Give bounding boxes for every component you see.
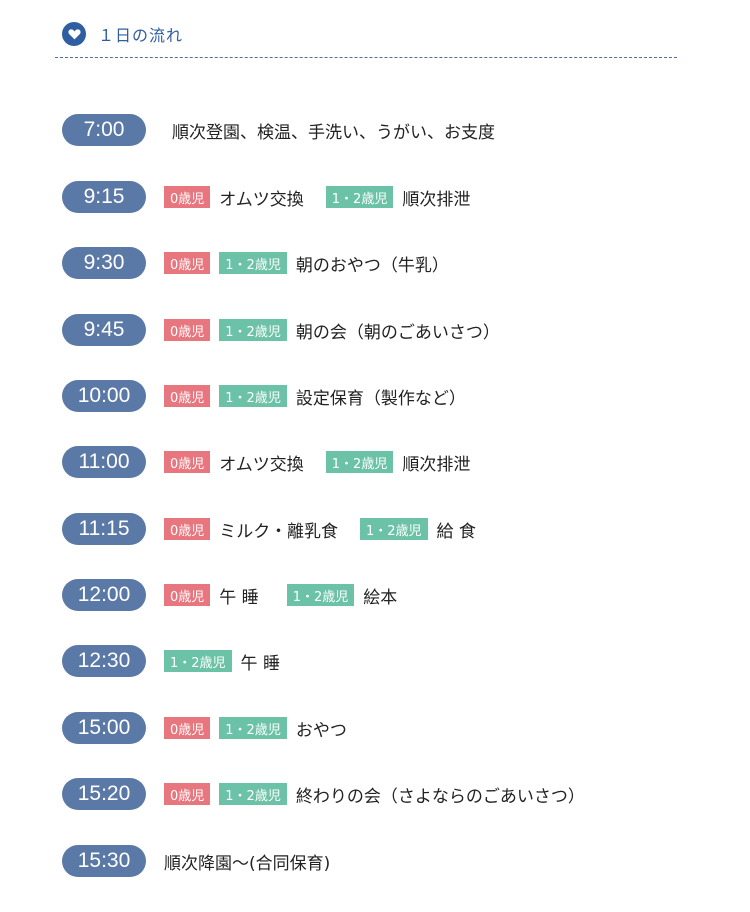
schedule-segment: 0歳児午 睡 <box>164 583 259 608</box>
schedule-segment: 順次降園〜(合同保育) <box>164 849 330 874</box>
activity-text: 順次排泄 <box>402 454 471 475</box>
schedule-segment: 0歳児 <box>164 717 219 739</box>
schedule-segment: 1・2歳児 終わりの会（さよならのごあいさつ） <box>219 782 585 807</box>
age-badge-1-2: 1・2歳児 <box>164 650 232 672</box>
activity-text: おやつ <box>295 720 347 741</box>
schedule-row: 11:15 0歳児 ミルク・離乳食 1・2歳児給 食 <box>62 512 476 546</box>
activity-text: 順次降園〜(合同保育) <box>164 853 331 874</box>
age-badge-1-2: 1・2歳児 <box>219 783 287 805</box>
age-badge-0: 0歳児 <box>164 584 211 606</box>
heart-icon <box>62 22 86 46</box>
activity-text: オムツ交換 <box>219 454 304 475</box>
schedule-row: 7:00 順次登園、検温、手洗い、うがい、お支度 <box>62 113 495 147</box>
schedule-row: 15:00 0歳児 1・2歳児 おやつ <box>62 711 347 745</box>
time-pill: 15:20 <box>62 778 146 810</box>
time-pill: 9:45 <box>62 314 146 346</box>
schedule-segment: 1・2歳児 朝のおやつ（牛乳） <box>219 251 449 276</box>
time-pill: 15:00 <box>62 712 146 744</box>
age-badge-0: 0歳児 <box>164 319 211 341</box>
schedule-segment: 0歳児 <box>164 385 219 407</box>
schedule-segment: 0歳児 オムツ交換 <box>164 450 304 475</box>
time-pill: 12:00 <box>62 579 146 611</box>
age-badge-0: 0歳児 <box>164 783 211 805</box>
schedule-row: 9:45 0歳児 1・2歳児 朝の会（朝のごあいさつ） <box>62 313 500 347</box>
time-pill: 12:30 <box>62 645 146 677</box>
activity-text: ミルク・離乳食 <box>219 521 338 542</box>
activity-text: 順次排泄 <box>402 189 471 210</box>
age-badge-1-2: 1・2歳児 <box>219 319 287 341</box>
age-badge-1-2: 1・2歳児 <box>325 451 394 473</box>
schedule-segment: 1・2歳児給 食 <box>359 517 476 542</box>
time-pill: 11:00 <box>62 446 146 478</box>
age-badge-1-2: 1・2歳児 <box>359 518 428 540</box>
schedule-row: 9:15 0歳児 オムツ交換 1・2歳児 順次排泄 <box>62 180 470 214</box>
age-badge-1-2: 1・2歳児 <box>219 717 287 739</box>
activity-text: 順次登園、検温、手洗い、うがい、お支度 <box>172 122 495 143</box>
schedule-segment: 0歳児 <box>164 319 219 341</box>
time-pill: 7:00 <box>62 114 146 146</box>
time-pill: 9:15 <box>62 181 146 213</box>
schedule-segment: 0歳児 ミルク・離乳食 <box>164 517 338 542</box>
schedule-segment: 0歳児 <box>164 783 219 805</box>
schedule-segment: 1・2歳児午 睡 <box>164 649 280 674</box>
age-badge-0: 0歳児 <box>164 717 211 739</box>
schedule-row: 12:30 1・2歳児午 睡 <box>62 644 280 678</box>
schedule-row: 9:30 0歳児 1・2歳児 朝のおやつ（牛乳） <box>62 246 449 280</box>
activity-text: 設定保育（製作など） <box>295 388 466 409</box>
dashed-divider <box>55 57 677 58</box>
schedule-segment: 1・2歳児 順次排泄 <box>325 185 471 210</box>
schedule-segment: 0歳児 <box>164 252 219 274</box>
age-badge-0: 0歳児 <box>164 385 211 407</box>
age-badge-0: 0歳児 <box>164 186 211 208</box>
age-badge-1-2: 1・2歳児 <box>325 186 394 208</box>
age-badge-1-2: 1・2歳児 <box>219 252 287 274</box>
schedule-segment: 0歳児 オムツ交換 <box>164 185 304 210</box>
time-pill: 10:00 <box>62 380 146 412</box>
schedule-segment: 1・2歳児 設定保育（製作など） <box>219 384 466 409</box>
age-badge-0: 0歳児 <box>164 518 211 540</box>
activity-text: 午 睡 <box>219 587 259 608</box>
section-title: １日の流れ <box>98 26 184 45</box>
schedule-row: 12:00 0歳児午 睡 1・2歳児 絵本 <box>62 578 397 612</box>
activity-text: 朝のおやつ（牛乳） <box>295 255 449 276</box>
schedule-row: 10:00 0歳児 1・2歳児 設定保育（製作など） <box>62 379 466 413</box>
schedule-row: 11:00 0歳児 オムツ交換 1・2歳児 順次排泄 <box>62 445 470 479</box>
schedule-segment: 1・2歳児 おやつ <box>219 716 347 741</box>
activity-text: 絵本 <box>363 587 398 608</box>
age-badge-0: 0歳児 <box>164 451 211 473</box>
schedule-segment: 順次登園、検温、手洗い、うがい、お支度 <box>164 118 495 143</box>
time-pill: 15:30 <box>62 845 146 877</box>
activity-text: 給 食 <box>436 521 476 542</box>
schedule-segment: 1・2歳児 順次排泄 <box>325 450 471 475</box>
time-pill: 9:30 <box>62 247 146 279</box>
schedule-row: 15:20 0歳児 1・2歳児 終わりの会（さよならのごあいさつ） <box>62 777 585 811</box>
age-badge-1-2: 1・2歳児 <box>219 385 287 407</box>
activity-text: 朝の会（朝のごあいさつ） <box>295 322 500 343</box>
age-badge-1-2: 1・2歳児 <box>286 584 355 606</box>
schedule-row: 15:30 順次降園〜(合同保育) <box>62 844 330 878</box>
age-badge-0: 0歳児 <box>164 252 211 274</box>
time-pill: 11:15 <box>62 513 146 545</box>
schedule-segment: 1・2歳児 朝の会（朝のごあいさつ） <box>219 318 500 343</box>
activity-text: 午 睡 <box>240 653 280 674</box>
activity-text: オムツ交換 <box>219 189 304 210</box>
section-header: １日の流れ <box>62 22 183 46</box>
activity-text: 終わりの会（さよならのごあいさつ） <box>295 786 585 807</box>
schedule-segment: 1・2歳児 絵本 <box>286 583 398 608</box>
